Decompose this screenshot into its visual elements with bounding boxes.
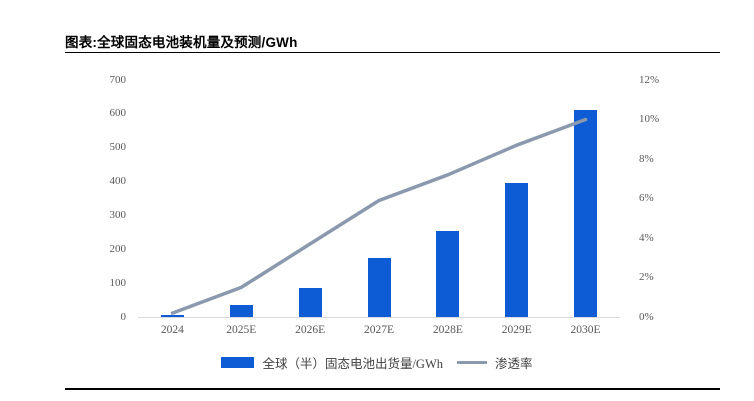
bar-2028E	[436, 230, 460, 317]
x-axis-label-2028E: 2028E	[432, 324, 463, 336]
x-axis-label-2030E: 2030E	[570, 324, 601, 336]
legend-bar-swatch	[221, 357, 255, 368]
y-axis-right-tick-0%: 0%	[639, 310, 654, 323]
y-axis-left-tick-0: 0	[120, 310, 127, 323]
bar-2030E	[574, 110, 598, 317]
bar-2029E	[505, 183, 529, 317]
bar-2024	[160, 315, 184, 317]
bar-2026E	[298, 288, 322, 317]
y-axis-right-tick-10%: 10%	[639, 113, 660, 125]
x-axis-label-2024: 2024	[160, 324, 184, 336]
y-axis-right-tick-2%: 2%	[639, 271, 654, 283]
y-axis-right-tick-12%: 12%	[639, 73, 660, 86]
y-axis-left-tick-700: 700	[109, 73, 127, 86]
x-axis-label-2025E: 2025E	[226, 324, 257, 336]
y-axis-left-tick-400: 400	[109, 175, 127, 188]
y-axis-left-tick-600: 600	[109, 107, 127, 120]
bar-2025E	[229, 305, 253, 317]
legend-line-swatch	[457, 361, 488, 364]
plot-area	[138, 80, 620, 318]
y-axis-right-tick-6%: 6%	[639, 192, 654, 204]
y-axis-left-tick-200: 200	[109, 242, 127, 255]
legend: 全球（半）固态电池出货量/GWh 渗透率	[97, 353, 657, 372]
y-axis-left-tick-500: 500	[109, 141, 127, 154]
title-divider	[65, 52, 720, 53]
y-axis-left-tick-300: 300	[109, 208, 127, 221]
y-axis-left-tick-100: 100	[109, 276, 127, 289]
bar-2027E	[367, 257, 391, 317]
legend-line-label: 渗透率	[495, 357, 533, 371]
penetration-rate-line	[170, 117, 588, 315]
y-axis-right-tick-4%: 4%	[639, 231, 654, 244]
x-axis-label-2026E: 2026E	[295, 324, 326, 336]
y-axis-right-tick-8%: 8%	[639, 152, 654, 165]
legend-bar-label: 全球（半）固态电池出货量/GWh	[262, 357, 444, 371]
x-axis-label-2029E: 2029E	[501, 324, 532, 336]
footer-divider	[65, 388, 720, 390]
x-axis-label-2027E: 2027E	[363, 324, 395, 336]
chart-title: 图表:全球固态电池装机量及预测/GWh	[65, 35, 298, 50]
